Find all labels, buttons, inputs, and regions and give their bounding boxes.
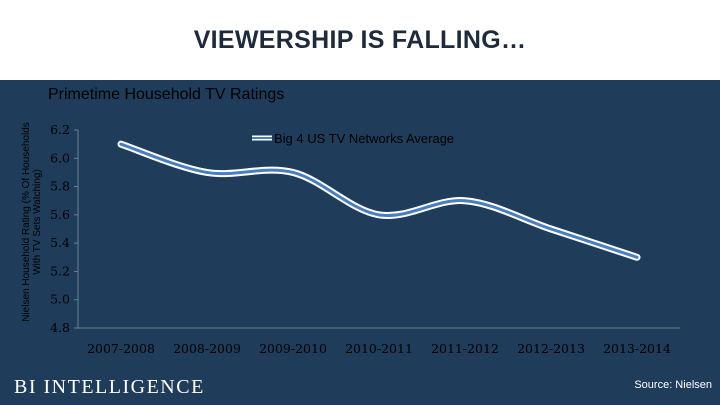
bi-intelligence-logo: BI INTELLIGENCE: [14, 376, 205, 399]
logo-text: BI INTELLIGENCE: [14, 376, 205, 398]
y-tick-label: 6.2: [50, 122, 70, 137]
y-tick-label: 5.2: [50, 263, 70, 278]
y-tick-label: 5.0: [50, 292, 70, 307]
x-tick-label: 2008-2009: [173, 341, 241, 356]
x-tick-label: 2007-2008: [87, 341, 155, 356]
data-point: [635, 255, 639, 259]
series-line: [119, 142, 639, 259]
page-title: VIEWERSHIP IS FALLING…: [193, 26, 527, 54]
chart-axes: [77, 130, 680, 329]
x-tick-label: 2011-2012: [431, 341, 499, 356]
y-tick-label: 6.0: [50, 150, 70, 165]
data-point: [119, 142, 123, 146]
legend: Big 4 US TV Networks Average: [252, 131, 454, 146]
x-tick-label: 2010-2011: [345, 341, 413, 356]
chart-title: Primetime Household TV Ratings: [48, 86, 285, 103]
y-tick-label: 4.8: [50, 320, 70, 335]
x-tick-label: 2013-2014: [603, 341, 671, 356]
data-point: [291, 170, 295, 174]
source-note: Source: Nielsen: [634, 379, 712, 391]
data-point: [377, 213, 381, 217]
legend-label: Big 4 US TV Networks Average: [274, 131, 454, 146]
x-tick-label: 2012-2013: [517, 341, 585, 356]
x-tick-label: 2009-2010: [259, 341, 327, 356]
y-tick-label: 5.4: [50, 235, 70, 250]
data-point: [549, 227, 553, 231]
y-ticks: 6.2 6.0 5.8 5.6 5.4 5.2 5.0 4.8: [50, 122, 78, 335]
series-line-halo: [117, 140, 641, 261]
y-tick-label: 5.6: [50, 207, 70, 222]
data-point: [205, 170, 209, 174]
x-ticks: 2007-2008 2008-2009 2009-2010 2010-2011 2011…: [87, 341, 671, 356]
series-layer: [117, 140, 641, 261]
y-tick-label: 5.8: [50, 179, 70, 194]
data-point: [463, 199, 467, 203]
header-band: VIEWERSHIP IS FALLING…: [0, 0, 720, 80]
